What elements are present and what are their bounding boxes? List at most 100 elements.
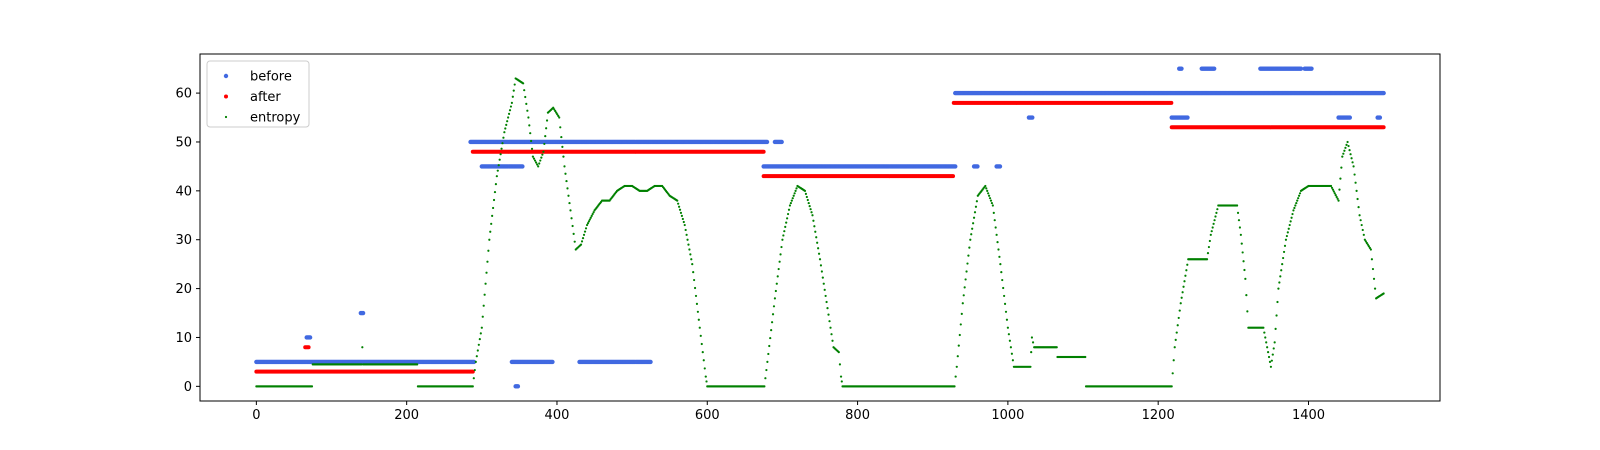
before-point [1377, 115, 1383, 120]
entropy-point [1283, 244, 1287, 247]
entropy-point [544, 135, 547, 138]
before-point [997, 164, 1003, 169]
entropy-point [539, 159, 542, 162]
entropy-point [699, 334, 702, 337]
entropy-point [679, 211, 683, 214]
entropy-point [778, 260, 781, 263]
entropy-point [1005, 318, 1009, 321]
entropy-point [564, 172, 567, 175]
entropy-point [995, 233, 998, 236]
entropy-point [488, 238, 491, 241]
entropy-point [1333, 192, 1336, 195]
entropy-point [1001, 278, 1004, 282]
entropy-point [1363, 238, 1366, 241]
entropy-point [1358, 214, 1361, 217]
entropy-point [828, 320, 831, 323]
entropy-point [1011, 359, 1014, 362]
y-tick-label: 0 [184, 380, 192, 395]
entropy-point [839, 375, 843, 378]
entropy-point [770, 329, 773, 332]
entropy-point [573, 240, 576, 243]
entropy-point [997, 248, 1000, 251]
entropy-point [538, 162, 541, 165]
entropy-point [592, 211, 595, 214]
x-tick-label: 1400 [1292, 408, 1325, 423]
entropy-point [1171, 372, 1174, 375]
after-point [1381, 125, 1386, 130]
entropy-point [1331, 188, 1335, 191]
entropy-point [1288, 223, 1291, 227]
entropy-point [961, 302, 964, 305]
entropy-point [994, 226, 997, 229]
entropy-point [560, 135, 563, 139]
entropy-point [523, 89, 526, 92]
entropy-point [777, 267, 780, 271]
entropy-point [1170, 385, 1173, 388]
entropy-point [543, 142, 546, 146]
entropy-point [1174, 338, 1177, 342]
y-tick-label: 50 [175, 135, 192, 150]
entropy-point [1207, 245, 1211, 249]
entropy-point [1354, 181, 1357, 184]
chart-marks [254, 66, 1386, 389]
legend-label-entropy: entropy [250, 111, 301, 126]
entropy-point [500, 147, 503, 150]
entropy-point [482, 304, 485, 307]
entropy-point [540, 156, 543, 159]
entropy-point [959, 323, 962, 326]
entropy-point [1277, 287, 1280, 290]
entropy-point [1368, 246, 1371, 249]
entropy-point [491, 214, 494, 217]
entropy-point [817, 247, 820, 250]
entropy-point [691, 263, 694, 266]
entropy-point [829, 326, 832, 329]
entropy-point [491, 206, 495, 210]
entropy-point [558, 116, 561, 119]
entropy-point [490, 222, 493, 225]
entropy-point [1293, 206, 1296, 210]
entropy-point [571, 224, 574, 228]
entropy-point [493, 190, 497, 194]
entropy-point [1209, 233, 1212, 236]
after-point [761, 149, 766, 154]
entropy-point [987, 194, 991, 197]
entropy-point [1330, 186, 1334, 189]
entropy-point [1000, 270, 1003, 274]
entropy-point [1262, 326, 1265, 329]
entropy-point [554, 109, 557, 113]
entropy-point [1270, 359, 1273, 362]
entropy-point [509, 105, 513, 108]
entropy-point [1186, 263, 1189, 266]
entropy-point [957, 344, 960, 347]
entropy-point [492, 198, 496, 202]
entropy-point [822, 282, 825, 285]
entropy-point [783, 230, 786, 233]
entropy-point [678, 208, 682, 211]
entropy-point [838, 363, 842, 366]
entropy-point [1274, 327, 1277, 331]
before-point [1179, 66, 1184, 71]
after-point [951, 174, 956, 179]
entropy-point [563, 165, 566, 168]
entropy-point [496, 169, 499, 172]
entropy-point [818, 258, 822, 261]
entropy-point [987, 192, 990, 195]
entropy-point [512, 89, 515, 92]
entropy-point [1278, 281, 1281, 284]
y-tick-label: 30 [175, 233, 192, 248]
entropy-point [967, 254, 970, 257]
entropy-point [416, 363, 419, 366]
entropy-point [1290, 216, 1293, 219]
entropy-point [1287, 227, 1290, 230]
entropy-point [1365, 241, 1368, 245]
entropy-point [1382, 292, 1385, 295]
entropy-point [1342, 152, 1345, 155]
entropy-point [1284, 238, 1288, 241]
entropy-point [580, 240, 584, 243]
entropy-point [955, 365, 958, 368]
entropy-point [552, 106, 555, 109]
entropy-point [507, 112, 511, 115]
entropy-point [680, 214, 684, 217]
entropy-point [824, 294, 827, 298]
entropy-point [1185, 269, 1188, 272]
